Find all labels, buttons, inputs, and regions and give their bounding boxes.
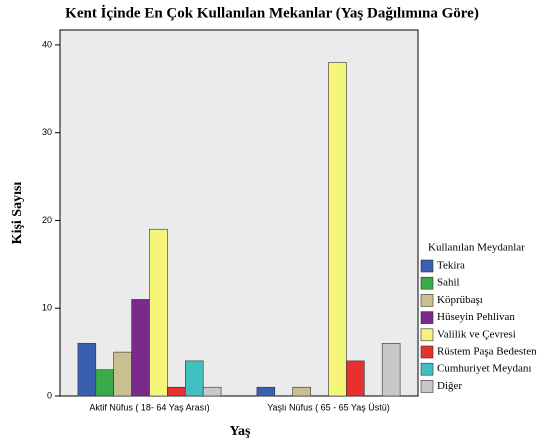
y-tick-label: 0: [47, 390, 52, 400]
bar: [185, 360, 204, 397]
legend-label: Hüseyin Pehlivan: [437, 311, 515, 323]
bar: [95, 369, 115, 397]
y-tick-label: 10: [42, 303, 52, 313]
y-tick-label: 30: [42, 127, 52, 137]
x-tick-label: Yaşlı Nüfus ( 65 - 65 Yaş Üstü): [267, 402, 390, 412]
legend-title: Kullanılan Meydanlar: [428, 242, 525, 254]
bar: [149, 228, 168, 397]
legend-swatch: [420, 328, 434, 342]
legend-label: Köprübaşı: [437, 294, 483, 306]
legend-label: Diğer: [437, 380, 462, 392]
y-axis-label: Kişi Sayısı: [10, 182, 25, 245]
legend-swatch: [420, 345, 434, 359]
y-tick-label: 40: [42, 39, 52, 49]
bar: [77, 343, 97, 397]
plot-area: [59, 29, 419, 397]
x-axis-label: Yaş: [229, 424, 251, 439]
bar: [381, 343, 401, 397]
bar: [202, 386, 222, 397]
legend-swatch: [420, 276, 434, 290]
legend-swatch: [420, 362, 434, 376]
bar: [346, 360, 365, 397]
legend-label: Cumhuriyet Meydanı: [437, 363, 531, 375]
bar: [131, 299, 150, 397]
y-tick-label: 20: [42, 215, 52, 225]
chart-title: Kent İçinde En Çok Kullanılan Mekanlar (…: [65, 4, 479, 21]
legend-label: Rüstem Paşa Bedesten: [437, 346, 537, 358]
legend-swatch: [420, 380, 434, 393]
legend-swatch: [420, 294, 434, 307]
legend-swatch: [420, 311, 434, 324]
legend-label: Tekira: [437, 260, 465, 272]
legend-label: Sahil: [437, 277, 460, 289]
legend-swatch: [420, 259, 434, 273]
bar: [256, 386, 276, 397]
bar: [167, 386, 186, 397]
bar: [328, 62, 347, 397]
x-tick-label: Aktif Nüfus ( 18- 64 Yaş Arası): [89, 402, 209, 412]
bar: [113, 351, 132, 397]
legend-label: Valilik ve Çevresi: [437, 328, 516, 340]
bar: [292, 386, 311, 397]
